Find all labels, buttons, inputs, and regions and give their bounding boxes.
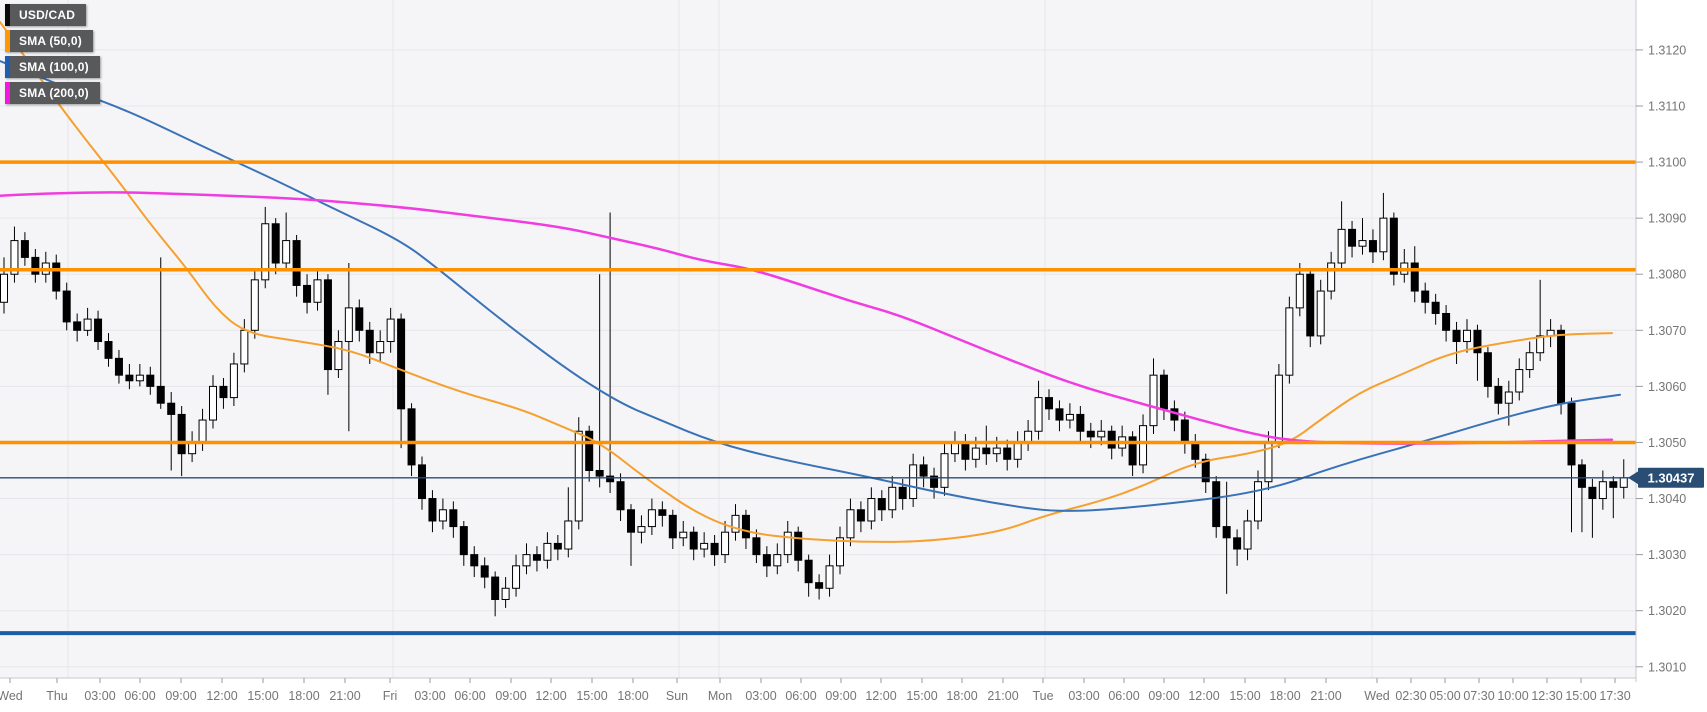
price-tick-label: 1.3030 [1648,548,1686,562]
time-tick-label: 09:00 [1148,689,1179,703]
time-tick-label: 17:30 [1599,689,1630,703]
time-tick-label: 03:00 [745,689,776,703]
price-tick-label: 1.3020 [1648,604,1686,618]
time-tick-label: 12:00 [535,689,566,703]
time-tick-label: 09:00 [495,689,526,703]
sma-line [0,20,1613,543]
time-tick-label: 06:00 [785,689,816,703]
sma-line [0,191,1614,445]
time-tick-label: 03:00 [84,689,115,703]
time-tick-label: 06:00 [1108,689,1139,703]
time-tick-label: 02:30 [1395,689,1426,703]
time-tick-label: 18:00 [617,689,648,703]
sma-lines [0,20,1621,543]
time-tick-label: 07:30 [1463,689,1494,703]
time-tick-label: 18:00 [1269,689,1300,703]
time-tick-label: 05:00 [1429,689,1460,703]
time-tick-label: 03:00 [414,689,445,703]
time-tick-label: Wed [1364,689,1390,703]
price-tick-label: 1.3010 [1648,660,1686,674]
price-tick-label: 1.3070 [1648,324,1686,338]
time-tick-label: 15:00 [1565,689,1596,703]
symbol-color-bar-icon [5,4,10,26]
current-price-badge: 1.30437 [1628,467,1704,488]
price-tick-label: 1.3110 [1648,99,1685,113]
time-tick-label: Tue [1032,689,1053,703]
time-tick-label: 21:00 [987,689,1018,703]
time-tick-label: Fri [383,689,398,703]
legend-item-symbol[interactable]: USD/CAD [5,4,87,26]
time-tick-label: 03:00 [1068,689,1099,703]
time-tick-label: 12:00 [865,689,896,703]
plot-background [0,0,1636,678]
price-tick-label: 1.3120 [1648,43,1686,57]
price-axis[interactable]: 1.3120 1.3110 1.3100 1.3090 1.3080 1.3070 1.30… [1636,43,1686,674]
time-tick-label: 15:00 [1229,689,1260,703]
price-tick-label: 1.3050 [1648,436,1686,450]
legend-item-sma100[interactable]: SMA (100,0) [5,56,100,78]
time-tick-label: 18:00 [946,689,977,703]
time-tick-label: 21:00 [1310,689,1341,703]
legend-item-sma50[interactable]: SMA (50,0) [5,30,93,52]
time-tick-label: Thu [46,689,68,703]
current-price-value: 1.30437 [1648,470,1695,485]
sma200-color-bar-icon [5,82,10,104]
legend-item-sma200[interactable]: SMA (200,0) [5,82,100,104]
sma200-label: SMA (200,0) [10,82,100,104]
time-tick-label: Sun [666,689,688,703]
sma50-label: SMA (50,0) [10,30,93,52]
price-tick-label: 1.3090 [1648,212,1686,226]
sma100-color-bar-icon [5,56,10,78]
time-tick-label: 09:00 [165,689,196,703]
time-tick-label: 15:00 [906,689,937,703]
sma50-color-bar-icon [5,30,10,52]
time-tick-label: 12:00 [1188,689,1219,703]
price-tick-label: 1.3100 [1648,156,1686,170]
time-tick-label: 15:00 [247,689,278,703]
sma100-label: SMA (100,0) [10,56,100,78]
time-axis[interactable]: Wed Thu 03:00 06:00 09:00 12:00 15:00 18:00 21:0… [0,678,1631,703]
time-tick-label: Wed [0,689,23,703]
time-tick-label: 21:00 [329,689,360,703]
time-tick-label: 10:00 [1497,689,1528,703]
time-tick-label: 06:00 [454,689,485,703]
indicator-legend: USD/CAD SMA (50,0) SMA (100,0) SMA (200,… [5,4,100,104]
price-tick-label: 1.3040 [1648,492,1686,506]
time-tick-label: 09:00 [825,689,856,703]
candlestick-series [0,192,1628,617]
time-tick-label: Mon [708,689,732,703]
price-tick-label: 1.3060 [1648,380,1686,394]
price-levels [0,160,1636,636]
time-tick-label: 18:00 [288,689,319,703]
symbol-label: USD/CAD [10,4,87,26]
time-tick-label: 15:00 [576,689,607,703]
price-tick-label: 1.3080 [1648,268,1686,282]
time-tick-label: 12:30 [1531,689,1562,703]
time-tick-label: 06:00 [124,689,155,703]
sma-line [0,60,1621,512]
time-tick-label: 12:00 [206,689,237,703]
